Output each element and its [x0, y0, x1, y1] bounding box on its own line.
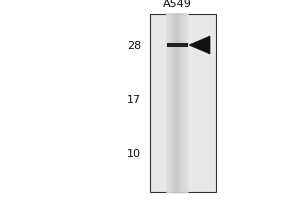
Text: A549: A549 — [163, 0, 191, 9]
Bar — [167, 43, 188, 47]
Polygon shape — [189, 36, 210, 54]
Text: 17: 17 — [127, 95, 141, 105]
Text: 28: 28 — [127, 41, 141, 51]
Bar — [150, 14, 216, 192]
Text: 10: 10 — [127, 149, 141, 159]
Bar — [167, 14, 188, 192]
